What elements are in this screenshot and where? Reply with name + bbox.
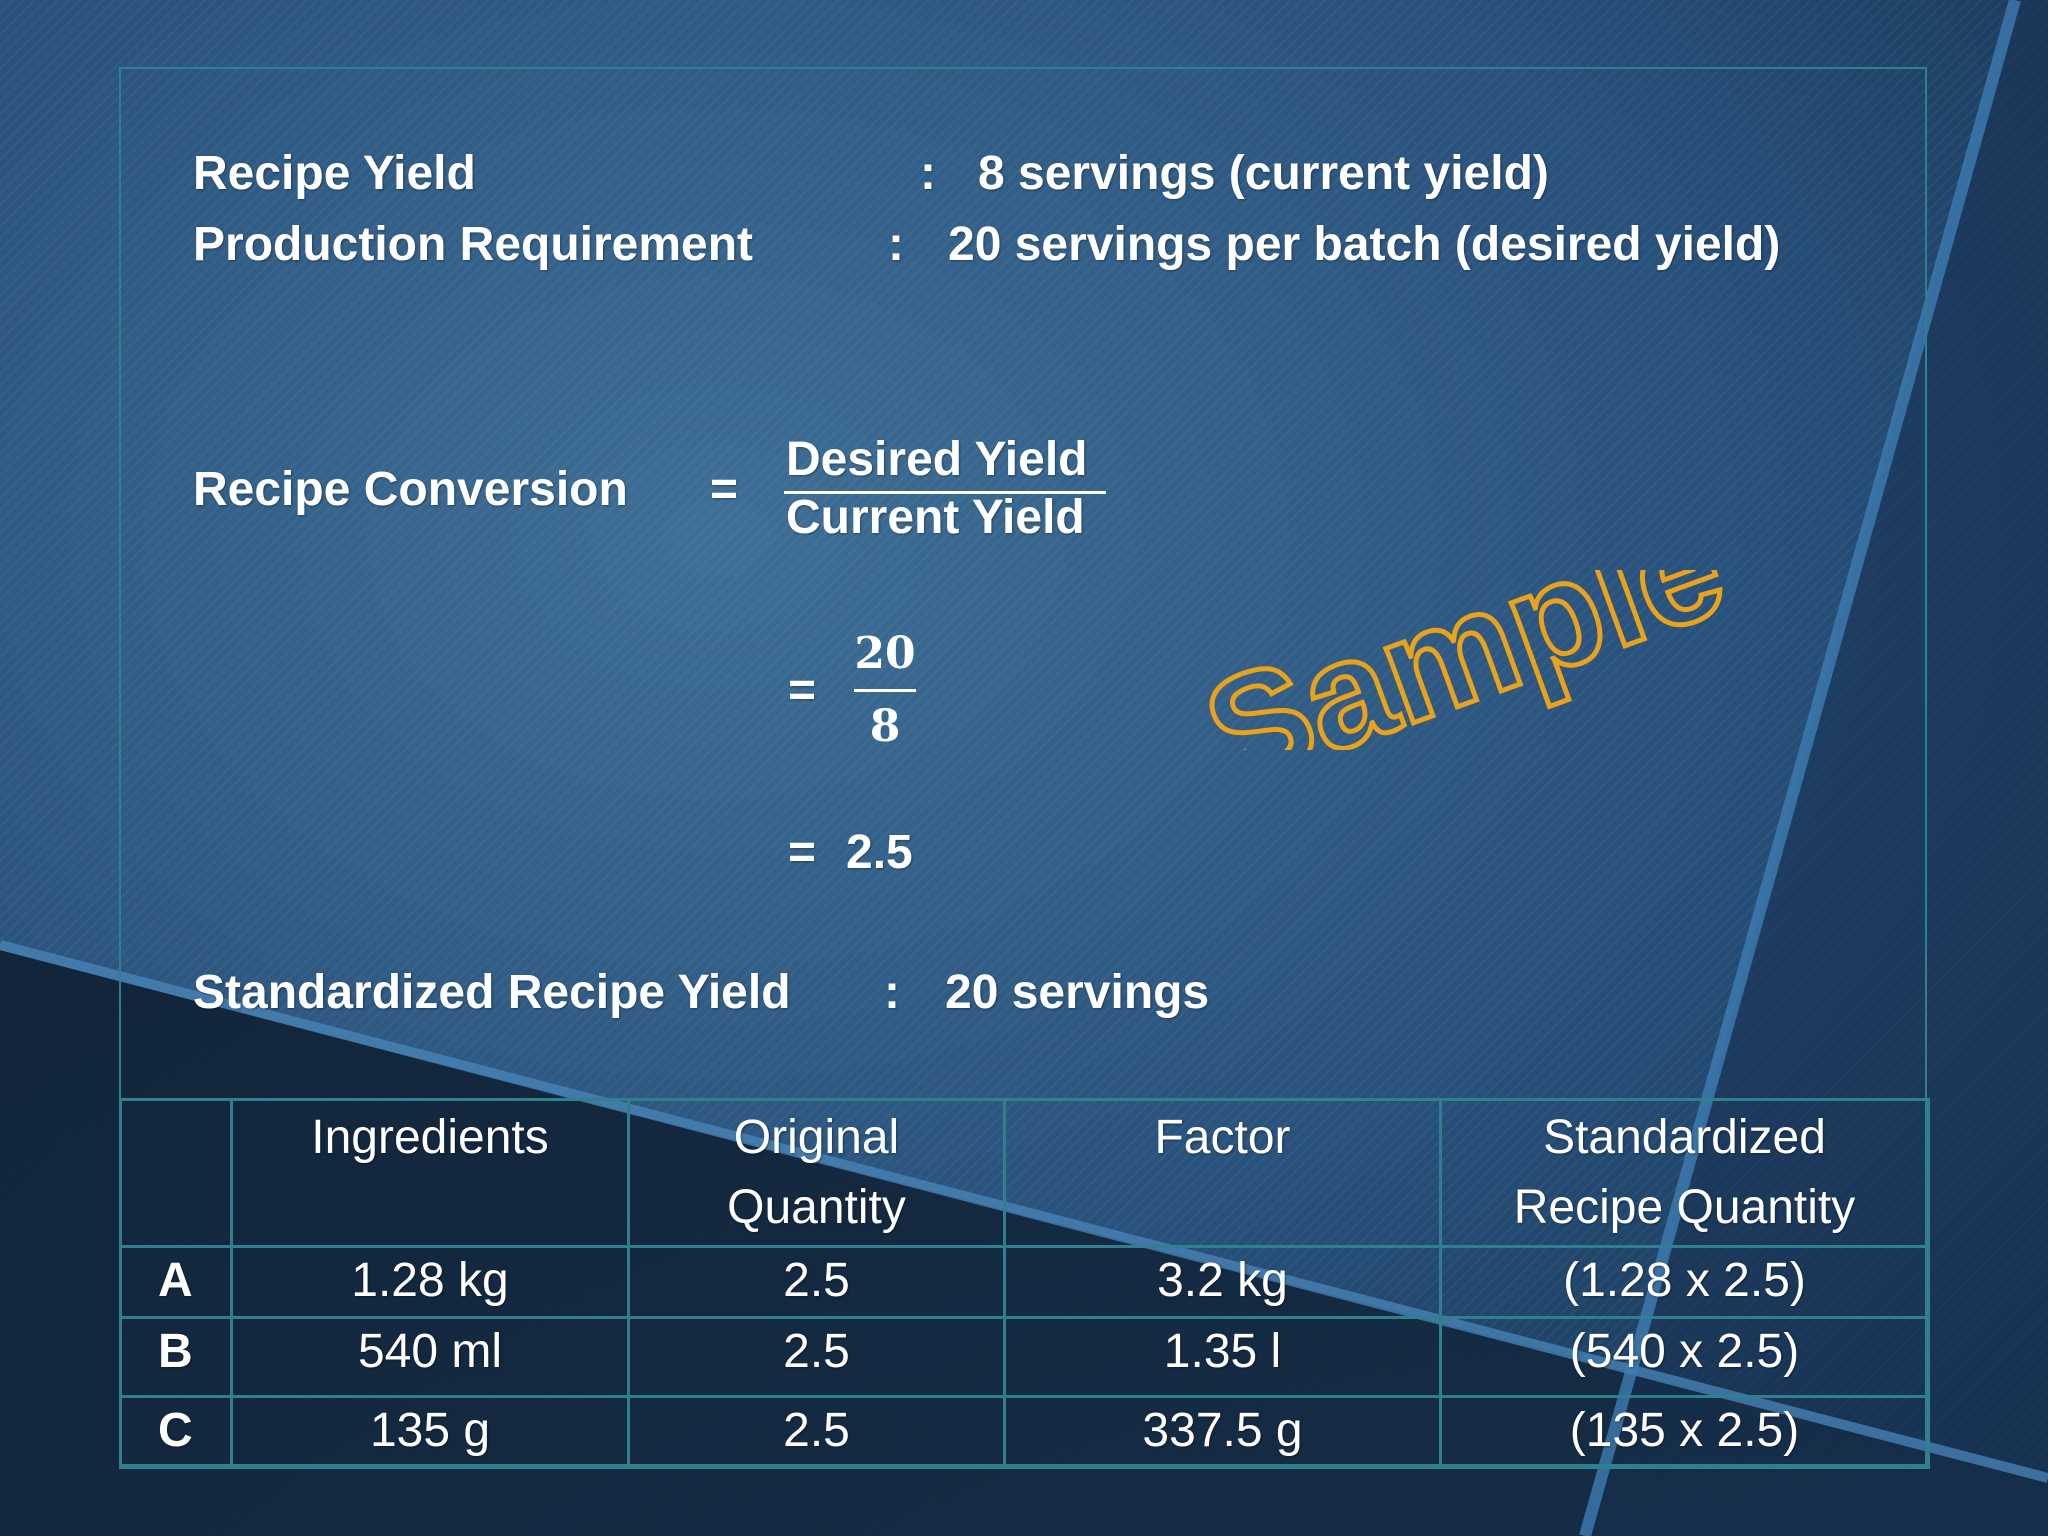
recipe-yield-label: Recipe Yield [193,147,476,200]
ratio-numerator: 20 [854,628,916,679]
formula-fraction-bar [784,491,1106,494]
conversion-result: 2.5 [846,826,913,879]
conversion-equals-2: = [788,664,817,717]
conversion-equals-3: = [788,826,817,879]
cell-standardized: (1.28 x 2.5) [1439,1245,1930,1319]
cell-original: 2.5 [627,1395,1006,1469]
conversion-equals-1: = [710,463,739,516]
watermark-text: Sample [1185,570,1744,750]
header-cell-standardized-quantity: Standardized Recipe Quantity [1439,1098,1930,1248]
row-key: B [119,1316,233,1398]
production-requirement-label: Production Requirement [193,218,754,271]
ratio-fraction-bar [854,689,916,692]
cell-original: 2.5 [627,1245,1006,1319]
standardized-yield-label: Standardized Recipe Yield [193,966,791,1019]
cell-factor: 3.2 kg [1003,1245,1442,1319]
header-cell-original-quantity: Original Quantity [627,1098,1006,1248]
cell-factor: 337.5 g [1003,1395,1442,1469]
table-row: C 135 g 2.5 337.5 g (135 x 2.5) [119,1395,1930,1469]
recipe-conversion-label: Recipe Conversion [193,463,628,516]
header-cell-factor: Factor [1003,1098,1442,1248]
ratio-denominator: 8 [869,701,901,752]
sample-watermark: Sample [1182,570,1746,750]
cell-ingredient: 1.28 kg [230,1245,630,1319]
header-standardized-quantity-text: Standardized Recipe Quantity [1513,1111,1856,1234]
standardized-yield-separator: : [884,966,900,1019]
cell-ingredient: 135 g [230,1395,630,1469]
production-requirement-separator: : [888,218,904,271]
table-row: B 540 ml 2.5 1.35 l (540 x 2.5) [119,1316,1930,1398]
cell-original: 2.5 [627,1316,1006,1398]
cell-ingredient: 540 ml [230,1316,630,1398]
ingredients-table: Ingredients Original Quantity Factor Sta… [119,1098,1930,1469]
cell-factor: 1.35 l [1003,1316,1442,1398]
row-key: C [119,1395,233,1469]
formula-denominator: Current Yield [786,491,1085,544]
table-header-row: Ingredients Original Quantity Factor Sta… [119,1098,1930,1248]
recipe-yield-value: 8 servings (current yield) [978,147,1549,200]
production-requirement-value: 20 servings per batch (desired yield) [948,218,1781,271]
header-cell-ingredients: Ingredients [230,1098,630,1248]
recipe-yield-separator: : [920,147,936,200]
header-original-quantity-text: Original Quantity [727,1111,906,1234]
header-cell-key [119,1098,233,1248]
standardized-yield-value: 20 servings [945,966,1210,1019]
formula-numerator: Desired Yield [786,433,1088,486]
cell-standardized: (540 x 2.5) [1439,1316,1930,1398]
table-row: A 1.28 kg 2.5 3.2 kg (1.28 x 2.5) [119,1245,1930,1319]
cell-standardized: (135 x 2.5) [1439,1395,1930,1469]
row-key: A [119,1245,233,1319]
